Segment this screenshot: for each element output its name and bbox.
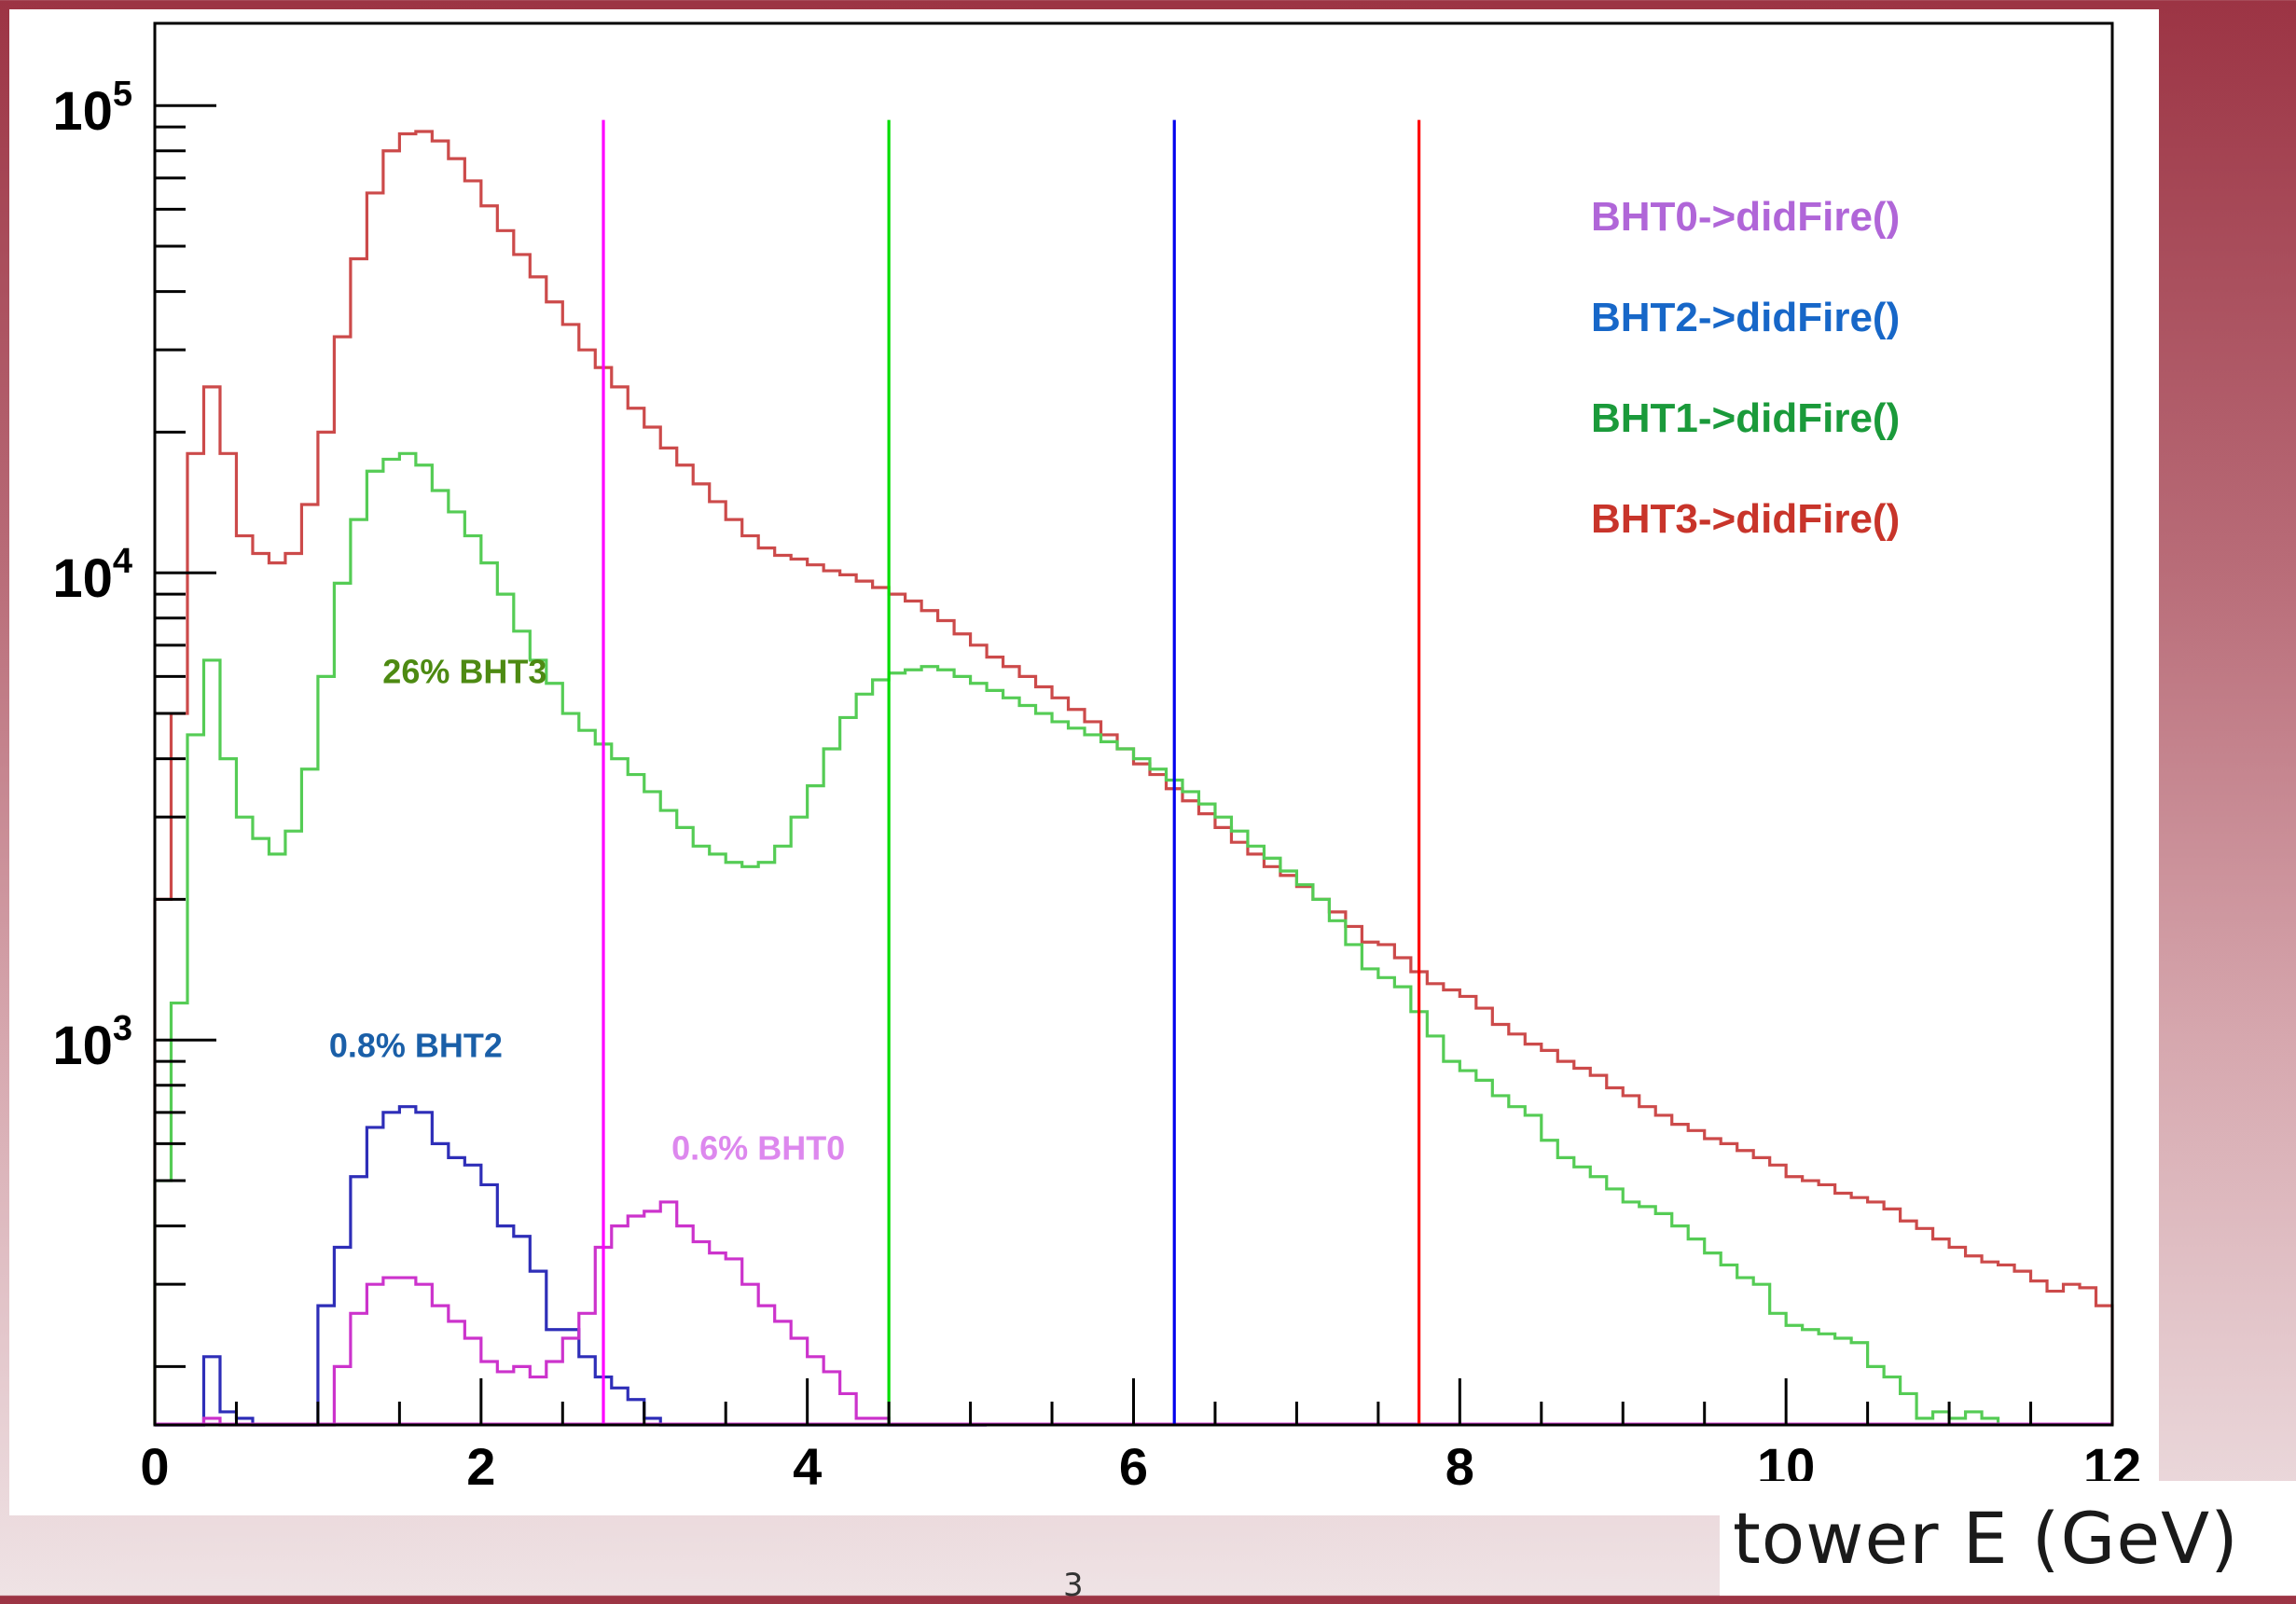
histogram-series-4 bbox=[155, 1200, 988, 1427]
y-tick-exponent: 3 bbox=[113, 1009, 132, 1048]
x-tick-label: 6 bbox=[1119, 1437, 1148, 1496]
x-tick-label: 4 bbox=[793, 1437, 822, 1496]
plot-panel bbox=[9, 9, 2159, 1515]
legend-entry: BHT2->didFire() bbox=[1591, 295, 1900, 340]
y-tick-base: 10 bbox=[52, 1016, 113, 1076]
axis-ticks-group bbox=[153, 104, 2114, 1425]
annotations-group: 26% BHT3 0.8% BHT2 0.6% BHT0 bbox=[329, 653, 845, 1168]
annotation-label: 26% BHT3 bbox=[382, 653, 546, 691]
y-tick-exponent: 5 bbox=[113, 75, 132, 114]
x-axis-title: tower E (GeV) bbox=[1733, 1497, 2239, 1580]
histogram-series-2 bbox=[153, 451, 2000, 1425]
legend-entry: BHT1->didFire() bbox=[1591, 395, 1900, 441]
y-tick-exponent: 4 bbox=[113, 542, 132, 581]
annotation-label: 0.8% BHT2 bbox=[329, 1026, 503, 1064]
histogram-series-3 bbox=[155, 1105, 988, 1427]
x-tick-label: 0 bbox=[140, 1437, 169, 1496]
threshold-lines-group bbox=[602, 119, 1421, 1425]
y-tick-base: 10 bbox=[52, 81, 113, 142]
x-tick-label: 8 bbox=[1445, 1437, 1474, 1496]
page-number: 3 bbox=[1063, 1567, 1084, 1604]
y-tick-label: 103 bbox=[52, 1009, 132, 1076]
y-tick-label: 105 bbox=[52, 75, 132, 142]
x-axis-title-box: tower E (GeV) bbox=[1720, 1481, 2296, 1596]
y-tick-label: 104 bbox=[52, 542, 132, 609]
legend: BHT0->didFire() BHT2->didFire() BHT1->didF… bbox=[1591, 194, 1900, 542]
y-tick-base: 10 bbox=[52, 548, 113, 609]
annotation-label: 0.6% BHT0 bbox=[671, 1128, 845, 1167]
legend-entry: BHT0->didFire() bbox=[1591, 194, 1900, 240]
x-tick-label: 2 bbox=[466, 1437, 495, 1496]
legend-entry: BHT3->didFire() bbox=[1591, 496, 1900, 542]
